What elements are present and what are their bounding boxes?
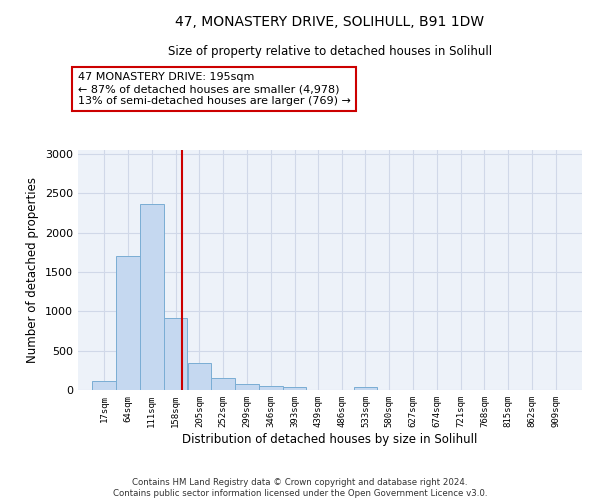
- Bar: [211, 378, 235, 390]
- Bar: [188, 363, 211, 390]
- Text: Contains HM Land Registry data © Crown copyright and database right 2024.
Contai: Contains HM Land Registry data © Crown c…: [113, 478, 487, 498]
- Bar: [92, 380, 116, 390]
- Bar: [140, 204, 164, 390]
- Bar: [353, 387, 377, 390]
- Bar: [235, 384, 259, 390]
- X-axis label: Distribution of detached houses by size in Solihull: Distribution of detached houses by size …: [182, 432, 478, 446]
- Text: 47 MONASTERY DRIVE: 195sqm
← 87% of detached houses are smaller (4,978)
13% of s: 47 MONASTERY DRIVE: 195sqm ← 87% of deta…: [78, 72, 351, 106]
- Text: 47, MONASTERY DRIVE, SOLIHULL, B91 1DW: 47, MONASTERY DRIVE, SOLIHULL, B91 1DW: [175, 15, 485, 29]
- Y-axis label: Number of detached properties: Number of detached properties: [26, 177, 40, 363]
- Bar: [116, 256, 140, 390]
- Bar: [164, 318, 187, 390]
- Text: Size of property relative to detached houses in Solihull: Size of property relative to detached ho…: [168, 45, 492, 58]
- Bar: [283, 387, 307, 390]
- Bar: [259, 386, 283, 390]
